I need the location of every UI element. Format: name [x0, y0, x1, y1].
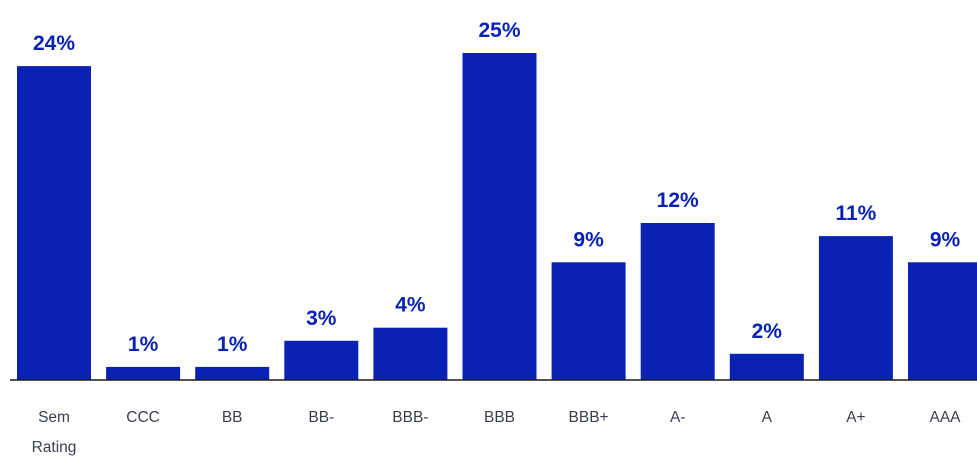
data-label: 24%	[33, 32, 75, 55]
x-tick-label: CCC	[126, 409, 160, 426]
bar-bb-minus	[284, 340, 359, 380]
x-tick-label: A	[762, 409, 773, 426]
bar-aaa	[908, 262, 977, 380]
data-label: 11%	[835, 202, 876, 225]
bar-bbb-plus	[551, 262, 626, 380]
x-tick-label: BBB	[484, 409, 515, 426]
bar-a	[729, 353, 804, 380]
data-labels-group: 24% 1% 1% 3% 4% 25% 9% 12% 2% 11% 9%	[33, 19, 961, 356]
x-tick-label: A-	[670, 409, 686, 426]
x-tick-label: BBB+	[569, 409, 609, 426]
data-label: 2%	[752, 320, 783, 343]
bar-bbb-minus	[373, 327, 448, 380]
bar-bbb	[462, 53, 537, 380]
data-label: 9%	[573, 228, 604, 251]
data-label: 12%	[657, 189, 699, 212]
data-label: 9%	[930, 228, 961, 251]
data-label: 25%	[478, 19, 520, 42]
bars-group	[17, 53, 977, 380]
bar-sem-rating	[17, 66, 91, 380]
x-tick-label: BBB-	[392, 409, 428, 426]
bar-bb	[195, 366, 270, 380]
data-label: 3%	[306, 307, 337, 330]
data-label: 1%	[217, 333, 248, 356]
bar-a-minus	[640, 223, 715, 380]
data-label: 4%	[395, 294, 426, 317]
x-tick-label: AAA	[929, 409, 961, 426]
bar-a-plus	[818, 236, 893, 380]
data-label: 1%	[128, 333, 159, 356]
x-tick-labels-group: Sem Rating CCC BB BB- BBB- BBB BBB+ A- A A+ AAA	[32, 409, 962, 456]
x-tick-label: BB-	[308, 409, 334, 426]
x-tick-label: A+	[846, 409, 865, 426]
x-tick-label: Sem Rating	[32, 409, 77, 456]
x-tick-label: BB	[222, 409, 243, 426]
bar-ccc	[106, 366, 181, 380]
